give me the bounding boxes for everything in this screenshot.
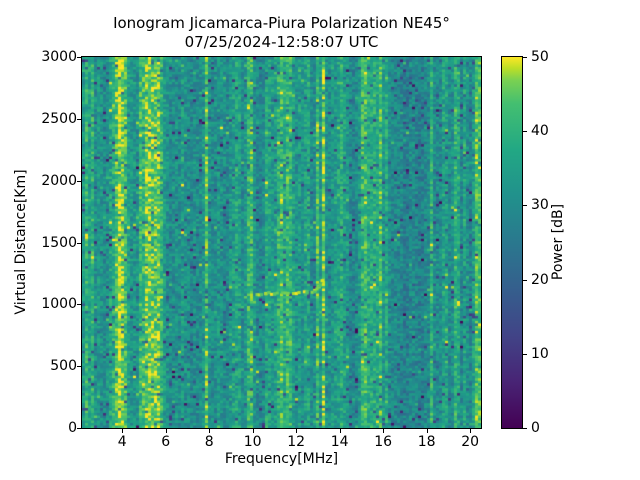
x-tick-mark (209, 429, 211, 433)
y-tick-label: 0 (68, 420, 77, 436)
colorbar-label: Power [dB] (550, 203, 566, 281)
y-tick-label: 500 (50, 358, 77, 375)
y-tick-mark (77, 304, 81, 306)
y-tick-label: 1500 (41, 234, 77, 251)
colorbar (501, 56, 523, 429)
y-tick-mark (77, 366, 81, 368)
colorbar-tick-mark (523, 428, 527, 429)
y-tick-mark (77, 57, 81, 58)
colorbar-tick-label: 30 (531, 197, 549, 214)
colorbar-tick-label: 20 (531, 271, 549, 288)
y-tick-mark (77, 180, 81, 182)
x-tick-label: 16 (374, 434, 393, 450)
colorbar-tick-mark (523, 57, 527, 58)
ionogram-heatmap (82, 57, 481, 428)
colorbar-tick-label: 0 (531, 420, 540, 436)
x-tick-mark (122, 429, 124, 433)
colorbar-tick-label: 40 (531, 123, 549, 140)
y-tick-label: 2000 (41, 172, 77, 189)
chart-subtitle: 07/25/2024-12:58:07 UTC (184, 33, 379, 51)
x-tick-mark (252, 429, 254, 433)
x-tick-label: 20 (461, 434, 480, 450)
y-tick-mark (77, 428, 81, 429)
x-axis-label: Frequency[MHz] (224, 451, 339, 467)
x-tick-label: 6 (161, 434, 171, 450)
colorbar-tick-mark (523, 279, 527, 281)
x-tick-mark (383, 429, 385, 433)
y-axis-label: Virtual Distance[Km] (13, 169, 29, 315)
chart-title: Ionogram Jicamarca-Piura Polarization NE… (113, 14, 450, 32)
x-tick-label: 8 (204, 434, 214, 450)
colorbar-tick-mark (523, 353, 527, 355)
x-tick-label: 12 (287, 434, 306, 450)
x-tick-label: 4 (117, 434, 127, 450)
colorbar-tick-mark (523, 131, 527, 133)
y-tick-label: 1000 (41, 296, 77, 313)
y-tick-label: 3000 (41, 49, 77, 65)
x-tick-mark (339, 429, 341, 433)
x-tick-mark (296, 429, 298, 433)
colorbar-tick-label: 50 (531, 49, 549, 65)
y-tick-label: 2500 (41, 110, 77, 127)
colorbar-gradient (502, 57, 522, 428)
x-tick-mark (470, 429, 472, 433)
x-tick-label: 14 (330, 434, 349, 450)
colorbar-tick-label: 10 (531, 345, 549, 362)
colorbar-tick-mark (523, 205, 527, 207)
y-tick-mark (77, 242, 81, 244)
x-tick-label: 10 (243, 434, 262, 450)
x-tick-mark (165, 429, 167, 433)
x-tick-mark (426, 429, 428, 433)
x-tick-label: 18 (417, 434, 436, 450)
y-tick-mark (77, 118, 81, 120)
